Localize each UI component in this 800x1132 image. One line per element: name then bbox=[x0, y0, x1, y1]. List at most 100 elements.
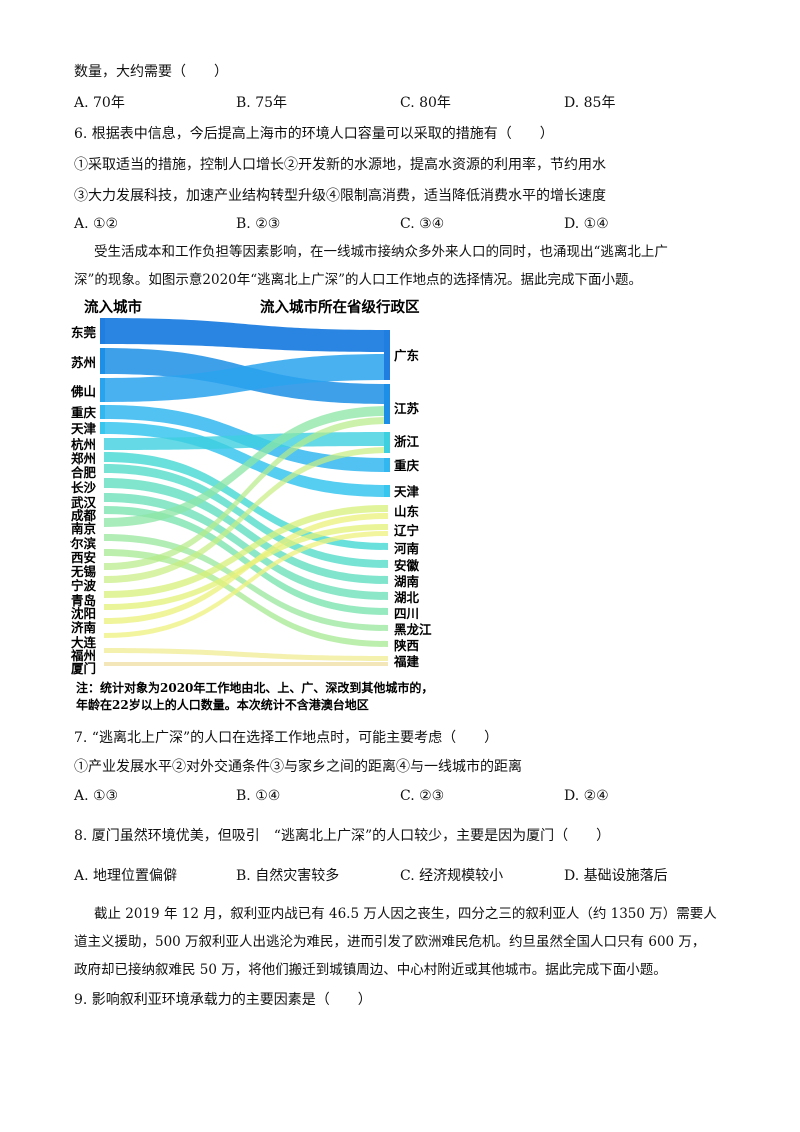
node-jiangsu bbox=[384, 384, 390, 424]
q8-option-b[interactable]: B. 自然灾害较多 bbox=[236, 868, 340, 884]
passage-2-line-3: 政府却已接纳叙难民 50 万，将他们搬迁到城镇周边、中心村附近或其他城市。据此完… bbox=[74, 962, 667, 978]
flow-chengdu-sichuan bbox=[104, 506, 388, 615]
label-guangdong: 广东 bbox=[394, 348, 420, 363]
label-hunan: 湖南 bbox=[394, 574, 420, 589]
label-chongqing-province: 重庆 bbox=[394, 458, 420, 473]
label-tianjin-province: 天津 bbox=[394, 484, 420, 499]
label-dongguan: 东莞 bbox=[71, 325, 97, 340]
q6-option-d[interactable]: D. ①④ bbox=[564, 216, 609, 232]
passage-2-line-1: 截止 2019 年 12 月，叙利亚内战已有 46.5 万人因之丧生，四分之三的… bbox=[94, 906, 717, 922]
passage-2-line-2: 道主义援助，500 万叙利亚人出逃沦为难民，进而引发了欧洲难民危机。约旦虽然全国… bbox=[74, 934, 706, 950]
right-header: 流入城市所在省级行政区 bbox=[260, 298, 420, 316]
label-foshan: 佛山 bbox=[70, 384, 96, 399]
label-anhui: 安徽 bbox=[394, 558, 420, 573]
right-nodes bbox=[384, 330, 390, 497]
option-d[interactable]: D. 85年 bbox=[564, 95, 616, 111]
label-wuxi: 无锡 bbox=[70, 564, 96, 579]
node-chongqing-prov bbox=[384, 458, 390, 472]
node-foshan bbox=[100, 378, 105, 402]
label-shenyang: 沈阳 bbox=[71, 606, 96, 621]
label-sichuan: 四川 bbox=[394, 606, 419, 621]
label-harbin: 哈尔滨 bbox=[70, 536, 96, 551]
question-9-stem: 9. 影响叙利亚环境承载力的主要因素是（ ） bbox=[74, 992, 372, 1008]
label-fujian: 福建 bbox=[393, 654, 420, 669]
flow-wuhan-hubei bbox=[104, 493, 388, 600]
label-fuzhou: 福州 bbox=[70, 648, 96, 663]
label-hefei: 合肥 bbox=[71, 465, 97, 480]
label-shaanxi: 陕西 bbox=[394, 638, 419, 653]
q8-option-c[interactable]: C. 经济规模较小 bbox=[400, 868, 504, 884]
left-header: 流入城市 bbox=[84, 298, 142, 316]
passage-1-line-2: 深”的现象。如图示意2020年“逃离北上广深”的人口工作地点的选择情况。据此完成… bbox=[74, 272, 643, 288]
passage-1-line-1: 受生活成本和工作负担等因素影响，在一线城市接纳众多外来人口的同时，也涌现出“逃离… bbox=[94, 244, 668, 260]
flow-nanjing-jiangsu bbox=[104, 406, 388, 527]
flow-ningbo-zhejiang bbox=[104, 447, 388, 583]
option-b[interactable]: B. 75年 bbox=[236, 95, 288, 111]
label-suzhou: 苏州 bbox=[71, 355, 96, 370]
label-changsha: 长沙 bbox=[71, 480, 97, 495]
flow-qingdao-shandong bbox=[104, 505, 388, 598]
flow-wuxi-jiangsu bbox=[104, 417, 388, 570]
label-chongqing: 重庆 bbox=[71, 405, 97, 420]
option-a[interactable]: A. 70年 bbox=[74, 95, 125, 111]
question-8-stem: 8. 厦门虽然环境优美，但吸引 “逃离北上广深”的人口较少，主要是因为厦门（ ） bbox=[74, 828, 611, 844]
question-6-items-1: ①采取适当的措施，控制人口增长②开发新的水源地，提高水资源的利用率，节约用水 bbox=[74, 157, 606, 173]
node-tianjin-prov bbox=[384, 485, 390, 497]
left-nodes bbox=[100, 318, 105, 434]
q7-option-d[interactable]: D. ②④ bbox=[564, 788, 609, 804]
flow-foshan-guangdong bbox=[104, 354, 388, 402]
q8-option-a[interactable]: A. 地理位置偏僻 bbox=[74, 868, 178, 884]
q6-option-b[interactable]: B. ②③ bbox=[236, 216, 281, 232]
figure-note-line-1: 注：统计对象为2020年工作地由北、上、广、深改到其他城市的， bbox=[76, 680, 433, 695]
label-chengdu: 成都 bbox=[71, 508, 97, 523]
question-6-items-2: ③大力发展科技，加速产业结构转型升级④限制高消费，适当降低消费水平的增长速度 bbox=[74, 188, 606, 204]
flow-dongguan-guangdong bbox=[104, 318, 388, 352]
question-7-stem: 7. “逃离北上广深”的人口在选择工作地点时，可能主要考虑（ ） bbox=[74, 730, 499, 746]
question-7-items: ①产业发展水平②对外交通条件③与家乡之间的距离④与一线城市的距离 bbox=[74, 759, 522, 775]
label-zhengzhou: 郑州 bbox=[71, 451, 96, 466]
node-dongguan bbox=[100, 318, 105, 344]
label-liaoning: 辽宁 bbox=[394, 523, 419, 538]
node-guangdong bbox=[384, 330, 390, 380]
option-c[interactable]: C. 80年 bbox=[400, 95, 451, 111]
flow-group bbox=[104, 318, 388, 666]
label-ningbo: 宁波 bbox=[71, 578, 97, 593]
node-chongqing bbox=[100, 405, 105, 419]
label-hangzhou: 杭州 bbox=[71, 437, 96, 452]
node-tianjin bbox=[100, 422, 105, 434]
flow-fuzhou-fujian bbox=[104, 648, 388, 661]
q7-option-c[interactable]: C. ②③ bbox=[400, 788, 445, 804]
question-6-stem: 6. 根据表中信息，今后提高上海市的环境人口容量可以采取的措施有（ ） bbox=[74, 126, 554, 142]
label-zhejiang: 浙江 bbox=[394, 434, 420, 449]
flow-dalian-liaoning bbox=[104, 531, 388, 638]
flow-tianjin-tianjin bbox=[104, 422, 388, 497]
label-dalian: 大连 bbox=[71, 635, 97, 650]
q6-option-a[interactable]: A. ①② bbox=[74, 216, 119, 232]
left-labels: 东莞 苏州 佛山 重庆 天津 杭州 郑州 合肥 长沙 武汉 成都 南京 哈尔滨 … bbox=[58, 325, 97, 676]
node-zhejiang bbox=[384, 432, 390, 453]
flow-changsha-hunan bbox=[104, 478, 388, 584]
right-labels: 广东 江苏 浙江 重庆 天津 山东 辽宁 河南 安徽 湖南 湖北 四川 黑龙江 … bbox=[393, 348, 432, 669]
label-henan: 河南 bbox=[394, 541, 420, 556]
label-hubei: 湖北 bbox=[394, 590, 420, 605]
label-wuhan: 武汉 bbox=[71, 495, 97, 510]
flow-jinan-shandong bbox=[104, 513, 388, 624]
q8-option-d[interactable]: D. 基础设施落后 bbox=[564, 868, 668, 884]
sankey-diagram: 流入城市 流入城市所在省级行政区 bbox=[58, 298, 433, 712]
question-stem-continuation: 数量，大约需要（ ） bbox=[74, 64, 228, 80]
label-xiamen: 厦门 bbox=[71, 661, 96, 676]
flow-zhengzhou-henan bbox=[104, 452, 388, 550]
q6-option-c[interactable]: C. ③④ bbox=[400, 216, 445, 232]
flow-xiamen-fujian bbox=[104, 662, 388, 666]
label-xian: 西安 bbox=[71, 550, 96, 565]
label-tianjin: 天津 bbox=[71, 421, 97, 436]
label-jinan: 济南 bbox=[71, 620, 97, 635]
figure-note-line-2: 年龄在22岁以上的人口数量。本次统计不含港澳台地区 bbox=[76, 697, 369, 712]
label-shandong: 山东 bbox=[394, 504, 420, 519]
label-nanjing: 南京 bbox=[71, 521, 97, 536]
q7-option-b[interactable]: B. ①④ bbox=[236, 788, 281, 804]
flow-xian-shaanxi bbox=[104, 549, 388, 647]
q7-option-a[interactable]: A. ①③ bbox=[74, 788, 119, 804]
label-heilongjiang: 黑龙江 bbox=[394, 622, 432, 637]
label-jiangsu: 江苏 bbox=[394, 401, 420, 416]
